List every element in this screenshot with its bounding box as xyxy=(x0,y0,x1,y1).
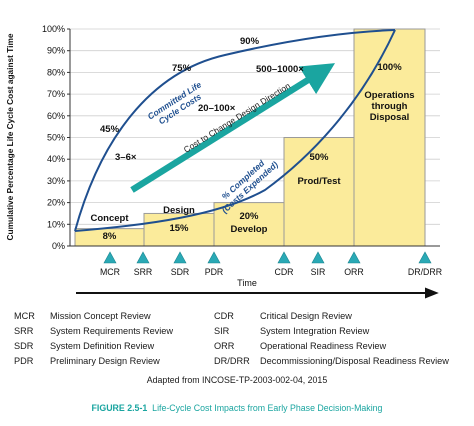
milestone-label: SIR xyxy=(311,267,326,277)
phase-name: Operations xyxy=(364,90,414,101)
phase-bar xyxy=(283,137,355,247)
y-tick-label: 80% xyxy=(47,67,65,77)
milestone-label: SDR xyxy=(171,267,190,277)
committed-label-45: 45% xyxy=(100,124,120,135)
milestone-label: DR/DRR xyxy=(408,267,442,277)
milestone-label: ORR xyxy=(344,267,364,277)
committed-label-75: 75% xyxy=(172,63,192,74)
legend-desc: System Requirements Review xyxy=(50,326,174,336)
legend-desc: System Integration Review xyxy=(260,326,370,336)
legend-desc: Decommissioning/Disposal Readiness Revie… xyxy=(260,356,449,366)
legend-desc: Preliminary Design Review xyxy=(50,356,160,366)
phase-name: Disposal xyxy=(370,112,410,123)
phase-name: Develop xyxy=(231,224,268,235)
phase-name: Design xyxy=(163,205,195,216)
phase-value-label: 8% xyxy=(103,231,117,242)
y-tick-label: 30% xyxy=(47,176,65,186)
legend-abbr: PDR xyxy=(14,356,34,366)
y-tick-label: 40% xyxy=(47,154,65,164)
phase-value-label: 20% xyxy=(239,211,259,222)
milestone-label: SRR xyxy=(134,267,153,277)
committed-cost-curve xyxy=(74,29,396,232)
source-note: Adapted from INCOSE-TP-2003-002-04, 2015 xyxy=(146,375,328,385)
y-tick-label: 50% xyxy=(47,133,65,143)
phase-name: Prod/Test xyxy=(297,176,341,187)
legend-abbr: CDR xyxy=(214,311,234,321)
phase-value-label: 15% xyxy=(169,223,189,234)
y-axis-title: Cumulative Percentage Life Cycle Cost ag… xyxy=(5,33,15,240)
figure-caption: FIGURE 2.5-1 Life-Cycle Cost Impacts fro… xyxy=(0,403,474,413)
time-label: Time xyxy=(237,278,257,288)
caption-text: Life-Cycle Cost Impacts from Early Phase… xyxy=(152,403,383,413)
y-tick-label: 0% xyxy=(52,241,65,251)
legend-abbr: SDR xyxy=(14,341,34,351)
milestone-markers: MCR SRR SDR PDR CDR SIR ORR DR/DRR xyxy=(100,251,442,277)
legend-abbr: MCR xyxy=(14,311,35,321)
legend-desc: Mission Concept Review xyxy=(50,311,151,321)
y-tick-label: 100% xyxy=(42,24,65,34)
milestone-triangle xyxy=(207,251,221,264)
legend-desc: Operational Readiness Review xyxy=(260,341,387,351)
legend-abbr: ORR xyxy=(214,341,235,351)
milestone-label: PDR xyxy=(205,267,224,277)
cost-to-change-arrow xyxy=(130,63,336,193)
y-tick-label: 70% xyxy=(47,89,65,99)
multiplier-1: 3–6× xyxy=(115,152,137,163)
phase-name: through xyxy=(372,101,408,112)
milestone-triangle xyxy=(418,251,432,264)
legend-desc: System Definition Review xyxy=(50,341,155,351)
phase-value-label: 50% xyxy=(309,152,329,163)
milestone-triangle xyxy=(173,251,187,264)
legend-desc: Critical Design Review xyxy=(260,311,352,321)
milestone-triangle xyxy=(277,251,291,264)
milestone-label: CDR xyxy=(274,267,293,277)
milestone-triangle xyxy=(103,251,117,264)
caption-label: FIGURE 2.5-1 xyxy=(91,403,148,413)
milestone-triangle xyxy=(347,251,361,264)
phase-name: Concept xyxy=(91,213,130,224)
y-tick-label: 60% xyxy=(47,111,65,121)
legend-abbr: SRR xyxy=(14,326,34,336)
committed-label-90: 90% xyxy=(240,36,260,47)
phase-bar xyxy=(353,28,426,247)
phase-value-label: 100% xyxy=(377,62,402,73)
phase-bars: Concept 8% Design 15% Develop 20% Prod/Test 50%… xyxy=(74,28,426,247)
legend-abbr: DR/DRR xyxy=(214,356,250,366)
milestone-triangle xyxy=(311,251,325,264)
milestone-label: MCR xyxy=(100,267,120,277)
legend-abbr: SIR xyxy=(214,326,230,336)
y-tick-label: 90% xyxy=(47,46,65,56)
multiplier-3: 500–1000× xyxy=(256,64,304,75)
arrow-label: Cost to Change Design Direction xyxy=(182,80,293,154)
y-axis-ticks: 0% 10% 20% 30% 40% 50% 60% 70% 80% 90% 100% xyxy=(42,24,70,251)
multiplier-2: 20–100× xyxy=(198,103,236,114)
expended-cost-curve xyxy=(74,29,396,232)
y-tick-label: 20% xyxy=(47,198,65,208)
y-tick-label: 10% xyxy=(47,219,65,229)
milestone-triangle xyxy=(136,251,150,264)
